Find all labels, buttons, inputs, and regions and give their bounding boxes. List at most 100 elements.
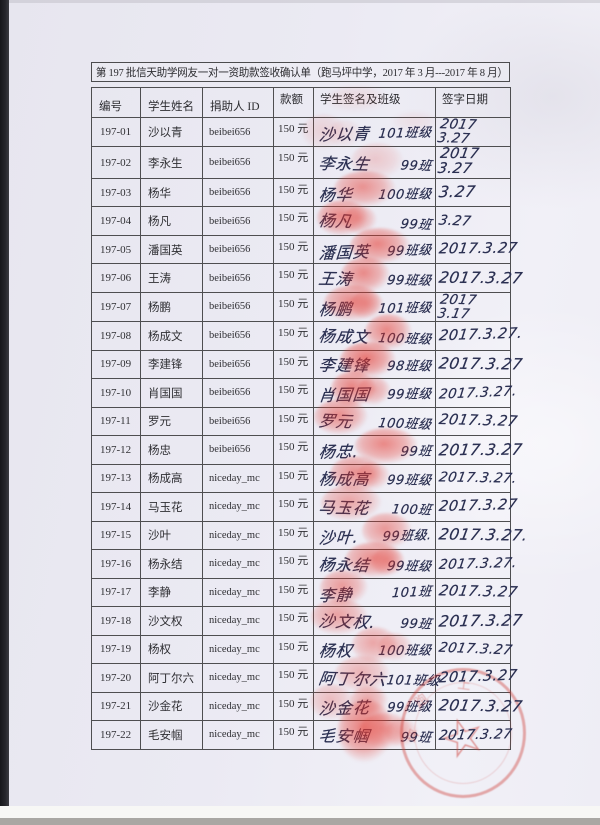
cell-student-name: 杨成高	[140, 463, 203, 494]
cell-amount: 150 元	[273, 263, 314, 293]
table-row: 197-11 罗元 beibei656 150 元罗元 100班级 2017.3.27	[91, 406, 519, 437]
cell-signature: 杨华 100班级	[313, 177, 436, 208]
column-header: 款额	[273, 87, 314, 118]
signature-date: 2017.3.27	[437, 354, 524, 374]
cell-date: 2017.3.27.	[435, 321, 523, 351]
cell-signature: 沙以青 101班级	[313, 116, 436, 148]
cell-donor-id: beibei656	[202, 116, 274, 148]
signature-class: 101班级	[377, 125, 433, 142]
cell-date: 2017 3.27	[435, 116, 511, 148]
table-row: 197-03 杨华 beibei656 150 元杨华 100班级 3.27	[91, 177, 511, 208]
signature-class: 99班	[399, 216, 433, 233]
table-row: 197-08 杨成文 beibei656 150 元杨成文 100班级 2017.3.27…	[91, 321, 523, 351]
signature-date: 2017.3.27.	[438, 325, 524, 345]
document-title: 第 197 批信天助学网友一对一资助款签收确认单（跑马坪中学，2017 年 3 …	[95, 67, 508, 79]
cell-signature: 杨凡 99班	[313, 206, 436, 236]
cell-id: 197-14	[91, 492, 141, 522]
cell-signature: 李静 101班	[313, 577, 436, 608]
cell-date: 2017.3.27	[435, 492, 518, 522]
cell-amount: 150 元	[273, 435, 314, 465]
cell-id: 197-17	[91, 577, 141, 608]
scanner-edge-top	[0, 0, 600, 3]
table-row: 197-10 肖国国 beibei656 150 元肖国国 99班级 2017.3.27.	[91, 378, 518, 408]
cell-student-name: 杨忠	[140, 435, 203, 465]
signature-name: 阿丁尔六	[317, 668, 389, 690]
cell-amount: 150 元	[273, 378, 314, 408]
table-row: 197-20 阿丁尔六 niceday_mc 150 元阿丁尔六 101班级 2017.3…	[91, 663, 518, 693]
cell-date: 2017.3.27.	[435, 520, 529, 551]
cell-id: 197-02	[91, 146, 141, 179]
header-row: 编号 学生姓名 捐助人 ID 款额 学生签名及班级 签字日期	[91, 87, 511, 118]
signature-class: 99班	[399, 443, 433, 460]
column-header: 学生姓名	[140, 87, 203, 118]
cell-signature: 杨永结 99班级	[313, 549, 436, 579]
cell-signature: 杨成文 100班级	[313, 321, 436, 351]
signature-class: 99班级	[386, 558, 433, 575]
cell-donor-id: niceday_mc	[202, 577, 274, 608]
cell-amount: 150 元	[273, 691, 314, 722]
table-row: 197-14 马玉花 niceday_mc 150 元马玉花 100班 2017.3.27	[91, 492, 518, 522]
cell-amount: 150 元	[273, 492, 314, 522]
signature-name: 李永生	[317, 153, 372, 174]
signature-date: 2017.3.27	[437, 725, 514, 744]
cell-donor-id: beibei656	[202, 263, 274, 293]
cell-donor-id: niceday_mc	[202, 520, 274, 551]
signature-date: 2017.3.27	[437, 240, 519, 258]
cell-signature: 李建锋 98班级	[313, 349, 436, 380]
column-header: 捐助人 ID	[202, 87, 274, 118]
cell-student-name: 杨鹏	[140, 291, 203, 323]
cell-amount: 150 元	[273, 206, 314, 236]
signature-name: 潘国英	[318, 241, 371, 263]
cell-date: 2017.3.27	[435, 606, 524, 636]
cell-student-name: 杨华	[140, 177, 203, 208]
cell-id: 197-03	[91, 177, 141, 208]
cell-signature: 沙文权. 99班	[313, 606, 436, 636]
signature-class: 99班级	[386, 472, 433, 489]
cell-signature: 杨成高 99班级	[313, 463, 436, 494]
cell-donor-id: niceday_mc	[202, 492, 274, 522]
cell-amount: 150 元	[273, 463, 314, 494]
cell-signature: 王涛 99班级	[313, 263, 436, 293]
seal-ring	[400, 668, 526, 798]
table-row: 197-04 杨凡 beibei656 150 元杨凡 99班 3.27	[91, 206, 511, 236]
table-row: 197-13 杨成高 niceday_mc 150 元杨成高 99班级 2017.3.27…	[91, 463, 518, 494]
table-row: 197-05 潘国英 beibei656 150 元潘国英 99班级 2017.3.27	[91, 234, 519, 265]
cell-date: 2017.3.27	[435, 234, 519, 265]
cell-date: 2017.3.27	[435, 577, 519, 608]
signature-date: 2017.3.27	[437, 440, 524, 460]
signature-class: 99班级	[386, 272, 433, 289]
scanner-edge-bottom	[0, 806, 600, 818]
cell-student-name: 沙文权	[140, 606, 203, 636]
cell-amount: 150 元	[273, 234, 314, 265]
cell-student-name: 杨凡	[140, 206, 203, 236]
cell-donor-id: beibei656	[202, 177, 274, 208]
cell-student-name: 杨成文	[140, 321, 203, 351]
signature-name: 李建锋	[317, 355, 372, 376]
cell-signature: 马玉花 100班	[313, 492, 436, 522]
cell-amount: 150 元	[273, 406, 314, 437]
table-row: 197-01 沙以青 beibei656 150 元沙以青 101班级 2017 3.27	[91, 116, 511, 148]
cell-student-name: 阿丁尔六	[140, 663, 203, 693]
cell-id: 197-13	[91, 463, 141, 494]
column-header: 编号	[91, 87, 141, 118]
cell-date: 2017.3.27	[435, 349, 524, 380]
signature-name: 马玉花	[317, 497, 372, 518]
cell-signature: 肖国国 99班级	[313, 378, 436, 408]
cell-date: 2017 3.17	[435, 291, 511, 322]
cell-student-name: 毛安帼	[140, 720, 203, 750]
signature-name: 杨成高	[317, 469, 372, 490]
cell-donor-id: niceday_mc	[202, 606, 274, 636]
cell-student-name: 潘国英	[140, 234, 203, 265]
table-row: 197-19 杨权 niceday_mc 150 元杨权 100班级 2017.3.27	[91, 634, 514, 665]
cell-date: 3.27	[435, 206, 511, 236]
cell-donor-id: niceday_mc	[202, 691, 274, 722]
cell-id: 197-12	[91, 435, 141, 465]
cell-id: 197-07	[91, 291, 141, 323]
signature-class: 98班级	[386, 358, 433, 375]
signature-class: 101班级	[377, 300, 433, 317]
cell-date: 2017.3.27.	[435, 463, 518, 494]
signature-name: 罗元	[317, 411, 355, 432]
signature-date: 2017.3.27.	[438, 383, 518, 403]
signature-name: 杨华	[317, 184, 354, 205]
signature-name: 杨成文	[317, 326, 372, 347]
